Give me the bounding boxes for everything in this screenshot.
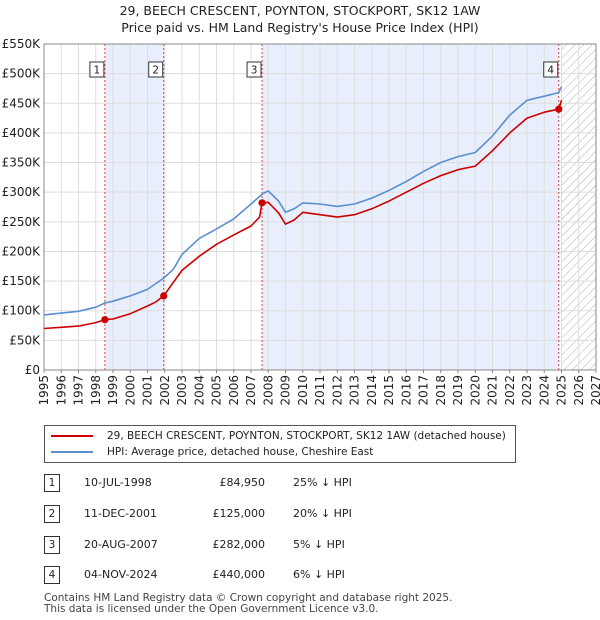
x-tick-label: 2025 (555, 375, 569, 406)
sale-point (101, 316, 109, 324)
legend-item-hpi: HPI: Average price, detached house, Ches… (45, 444, 373, 460)
sale-price: £84,950 (219, 476, 266, 489)
x-tick-label: 2007 (244, 375, 258, 406)
x-tick-label: 2011 (313, 375, 327, 406)
sale-price: £440,000 (212, 568, 266, 581)
x-tick-label: 2018 (434, 375, 448, 406)
sale-number-box (543, 61, 559, 78)
ownership-period-shade (262, 44, 559, 370)
x-tick-label: 1996 (54, 375, 68, 406)
x-tick-label: 2010 (296, 375, 310, 406)
x-tick-label: 2017 (417, 375, 431, 406)
sale-point (160, 292, 168, 300)
x-tick-label: 2000 (123, 375, 137, 406)
sale-marker-label: 2 (44, 505, 60, 523)
y-tick-label: £500K (2, 67, 42, 81)
x-tick-label: 1997 (72, 375, 86, 406)
sale-number-box (89, 61, 105, 78)
x-tick-label: 2020 (468, 375, 482, 406)
table-row: 3 20-AUG-2007 £282,000 5% ↓ HPI (0, 536, 600, 554)
x-tick-label: 2005 (210, 375, 224, 406)
sale-date: 11-DEC-2001 (84, 507, 158, 520)
sale-hpi-diff: 5% ↓ HPI (293, 538, 345, 551)
y-tick-label: £150K (2, 274, 42, 288)
legend-swatch-hpi (51, 451, 93, 453)
x-tick-label: 2021 (486, 375, 500, 406)
x-tick-label: 2014 (365, 375, 379, 406)
x-tick-label: 1995 (37, 375, 51, 406)
sale-number-label: 4 (547, 65, 554, 77)
x-tick-label: 2004 (192, 375, 206, 406)
y-tick-label: £300K (2, 185, 42, 199)
x-tick-label: 2022 (503, 375, 517, 406)
price-chart: 1 2 3 4 £0 £50K £100K £150K £200K £250K £300K £350K… (2, 37, 600, 406)
x-tick-label: 2002 (158, 375, 172, 406)
x-tick-label: 2008 (261, 375, 275, 406)
sale-hpi-diff: 25% ↓ HPI (293, 476, 352, 489)
table-row: 1 10-JUL-1998 £84,950 25% ↓ HPI (0, 474, 600, 492)
sale-hpi-diff: 6% ↓ HPI (293, 568, 345, 581)
x-tick-label: 2016 (399, 375, 413, 406)
chart-legend: 29, BEECH CRESCENT, POYNTON, STOCKPORT, … (44, 425, 516, 463)
sale-marker-label: 1 (44, 474, 60, 492)
x-tick-label: 2013 (348, 375, 362, 406)
sale-date: 10-JUL-1998 (84, 476, 152, 489)
sale-number-box (246, 61, 262, 78)
x-tick-label: 1998 (89, 375, 103, 406)
y-tick-label: £50K (9, 333, 41, 347)
table-row: 4 04-NOV-2024 £440,000 6% ↓ HPI (0, 566, 600, 584)
sale-hpi-diff: 20% ↓ HPI (293, 507, 352, 520)
sale-number-label: 2 (152, 65, 159, 77)
y-tick-label: £400K (2, 126, 42, 140)
series-line-hpi (43, 86, 563, 316)
legend-label-hpi: HPI: Average price, detached house, Ches… (107, 446, 374, 458)
x-tick-label: 2001 (141, 375, 155, 406)
sale-point (258, 199, 266, 207)
y-tick-label: £350K (2, 156, 42, 170)
y-tick-label: £100K (2, 304, 42, 318)
x-tick-label: 2012 (330, 375, 344, 406)
y-tick-label: £200K (2, 244, 42, 258)
y-tick-label: £250K (2, 215, 42, 229)
footer-copyright: Contains HM Land Registry data © Crown c… (44, 592, 453, 604)
sale-date: 20-AUG-2007 (84, 538, 158, 551)
sale-number-label: 1 (94, 65, 101, 77)
legend-label-property: 29, BEECH CRESCENT, POYNTON, STOCKPORT, … (107, 430, 506, 442)
series-line-property (43, 100, 563, 330)
ownership-period-shade (104, 44, 164, 370)
footer-licence: This data is licensed under the Open Gov… (44, 603, 379, 615)
x-tick-label: 2006 (227, 375, 241, 406)
y-tick-label: £450K (2, 96, 42, 110)
sale-price: £282,000 (212, 538, 266, 551)
sale-point (555, 105, 563, 113)
x-tick-label: 2026 (572, 375, 586, 406)
chart-subtitle: Price paid vs. HM Land Registry's House … (121, 20, 479, 35)
sale-number-label: 3 (251, 65, 258, 77)
sale-number-box (148, 61, 164, 78)
sale-price: £125,000 (212, 507, 266, 520)
x-tick-label: 1999 (106, 375, 120, 406)
legend-item-property: 29, BEECH CRESCENT, POYNTON, STOCKPORT, … (45, 428, 506, 444)
chart-title: 29, BEECH CRESCENT, POYNTON, STOCKPORT, … (119, 3, 481, 18)
x-tick-label: 2027 (589, 375, 600, 406)
x-tick-label: 2009 (279, 375, 293, 406)
y-tick-label: £0 (25, 363, 40, 377)
x-tick-label: 2019 (451, 375, 465, 406)
table-row: 2 11-DEC-2001 £125,000 20% ↓ HPI (0, 505, 600, 523)
legend-swatch-property (51, 435, 93, 437)
sale-date: 04-NOV-2024 (84, 568, 158, 581)
y-tick-label: £550K (2, 37, 42, 51)
x-tick-label: 2015 (382, 375, 396, 406)
x-tick-label: 2024 (537, 375, 551, 406)
x-tick-label: 2023 (520, 375, 534, 406)
sale-marker-label: 4 (44, 566, 60, 584)
sale-marker-label: 3 (44, 536, 60, 554)
x-tick-label: 2003 (175, 375, 189, 406)
